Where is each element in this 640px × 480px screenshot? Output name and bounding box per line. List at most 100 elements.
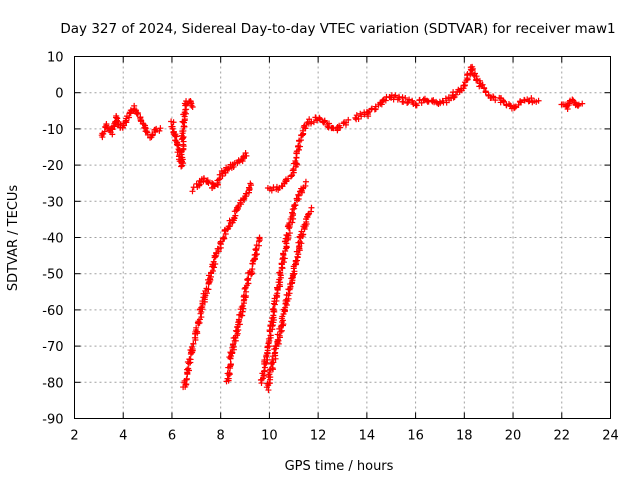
data-point (321, 118, 328, 125)
data-point (406, 96, 413, 103)
data-point (239, 302, 246, 309)
data-point (173, 138, 180, 145)
data-point (295, 251, 302, 258)
data-point (291, 201, 298, 208)
data-point (337, 124, 344, 131)
data-point (198, 314, 205, 321)
data-point (276, 332, 283, 339)
data-point (189, 188, 196, 195)
data-point (173, 141, 180, 148)
data-point (205, 286, 212, 293)
data-point (235, 319, 242, 326)
chart-title: Day 327 of 2024, Sidereal Day-to-day VTE… (60, 21, 615, 37)
data-point (271, 307, 278, 314)
data-point (269, 356, 276, 363)
data-point (295, 191, 302, 198)
data-point (308, 204, 315, 211)
data-point (518, 99, 525, 106)
data-point (200, 175, 207, 182)
data-point (277, 269, 284, 276)
data-point (240, 196, 247, 203)
data-point (290, 271, 297, 278)
data-point (268, 318, 275, 325)
y-tick-labels: 10 0 -10 -20 -30 -40 -50 -60 -70 -80 -90 (42, 51, 63, 428)
data-point (143, 128, 150, 135)
x-tick-label: 12 (310, 429, 327, 444)
y-tick-label: -60 (42, 304, 63, 319)
data-point (392, 92, 399, 99)
x-tick-label: 22 (553, 429, 570, 444)
data-point (210, 258, 217, 265)
data-point (479, 81, 486, 88)
data-point (243, 152, 250, 159)
data-point (249, 266, 256, 273)
data-point (358, 113, 365, 120)
data-point (286, 230, 293, 237)
data-point (292, 157, 299, 164)
data-point (382, 97, 389, 104)
data-point (260, 368, 267, 375)
data-point (275, 279, 282, 286)
data-point (156, 127, 163, 134)
data-point (216, 171, 223, 178)
data-point (217, 239, 224, 246)
data-point (298, 228, 305, 235)
data-point (325, 120, 332, 127)
data-point (492, 97, 499, 104)
data-point (300, 130, 307, 137)
data-point (269, 322, 276, 329)
data-point (188, 343, 195, 350)
data-point (189, 104, 196, 111)
x-tick-label: 10 (261, 429, 278, 444)
data-point (364, 111, 371, 118)
data-point (227, 350, 234, 357)
data-point (214, 245, 221, 252)
data-point (245, 275, 252, 282)
data-point (240, 153, 247, 160)
y-tick-label: -90 (42, 413, 63, 428)
data-point (285, 175, 292, 182)
data-point (188, 102, 195, 109)
data-point (170, 119, 177, 126)
data-point (476, 77, 483, 84)
data-point (305, 212, 312, 219)
data-point (190, 340, 197, 347)
y-tick-label: -50 (42, 268, 63, 283)
data-point (241, 285, 248, 292)
x-tick-label: 14 (359, 429, 376, 444)
grid (74, 56, 611, 419)
data-point (272, 349, 279, 356)
data-point (219, 173, 226, 180)
data-point (404, 100, 411, 107)
x-axis-label: GPS time / hours (285, 459, 394, 474)
data-point (224, 375, 231, 382)
data-point (525, 98, 532, 105)
data-point (289, 209, 296, 216)
data-point (269, 315, 276, 322)
data-point (193, 324, 200, 331)
x-tick-label: 20 (505, 429, 522, 444)
data-point (278, 327, 285, 334)
data-point (282, 248, 289, 255)
data-point (302, 178, 309, 185)
data-point (226, 165, 233, 172)
data-point (295, 146, 302, 153)
data-point (179, 154, 186, 161)
data-points (98, 63, 586, 394)
data-point (263, 353, 270, 360)
data-point (345, 116, 352, 123)
data-point (575, 102, 582, 109)
data-point (470, 72, 477, 79)
y-tick-label: 0 (55, 87, 63, 102)
x-tick-label: 16 (407, 429, 424, 444)
axis-ticks (74, 56, 611, 419)
data-point (253, 242, 260, 249)
data-point (178, 163, 185, 170)
data-point (283, 232, 290, 239)
data-point (302, 125, 309, 132)
data-point (265, 373, 272, 380)
data-point (209, 268, 216, 275)
data-point (266, 327, 273, 334)
y-tick-label: -30 (42, 195, 63, 210)
